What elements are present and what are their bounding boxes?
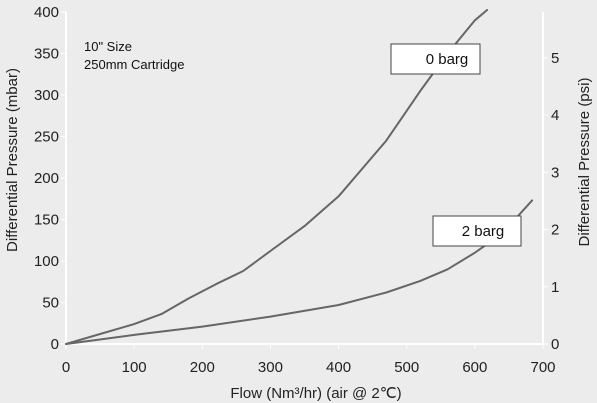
y-tick-label: 250 <box>34 129 59 146</box>
x-tick-label: 500 <box>394 359 419 376</box>
x-tick-label: 100 <box>122 359 147 376</box>
y-tick-label: 400 <box>34 4 59 21</box>
x-tick-label: 400 <box>326 359 351 376</box>
y-right-tick-label: 3 <box>551 164 559 181</box>
annotation-cartridge: 250mm Cartridge <box>84 57 184 72</box>
y-tick-label: 150 <box>34 212 59 229</box>
legend-box-0-barg: 0 barg <box>390 43 481 75</box>
y-right-tick-label: 2 <box>551 222 559 239</box>
y-right-tick-label: 4 <box>551 107 559 124</box>
series-label-2-barg: 2 barg <box>462 223 505 240</box>
y-right-tick-label: 5 <box>551 50 559 67</box>
y-tick-label: 50 <box>42 295 59 312</box>
x-axis-label: Flow (Nm³/hr) (air @ 2℃) <box>230 385 401 402</box>
y-tick-label: 300 <box>34 87 59 104</box>
legend-box-2-barg: 2 barg <box>432 215 522 247</box>
x-tick-label: 0 <box>62 359 70 376</box>
x-tick-label: 700 <box>530 359 555 376</box>
y-axis-label-left: Differential Pressure (mbar) <box>4 68 21 252</box>
y-right-tick-label: 0 <box>551 336 559 353</box>
y-axis-label-right: Differential Pressure (psi) <box>576 78 593 247</box>
y-tick-label: 200 <box>34 170 59 187</box>
series-label-0-barg: 0 barg <box>426 51 469 68</box>
x-tick-label: 300 <box>258 359 283 376</box>
y-tick-label: 0 <box>51 336 59 353</box>
y-right-tick-label: 1 <box>551 279 559 296</box>
y-tick-label: 350 <box>34 46 59 63</box>
x-tick-label: 600 <box>462 359 487 376</box>
x-tick-label: 200 <box>190 359 215 376</box>
y-tick-label: 100 <box>34 253 59 270</box>
annotation-size: 10" Size <box>84 39 132 54</box>
